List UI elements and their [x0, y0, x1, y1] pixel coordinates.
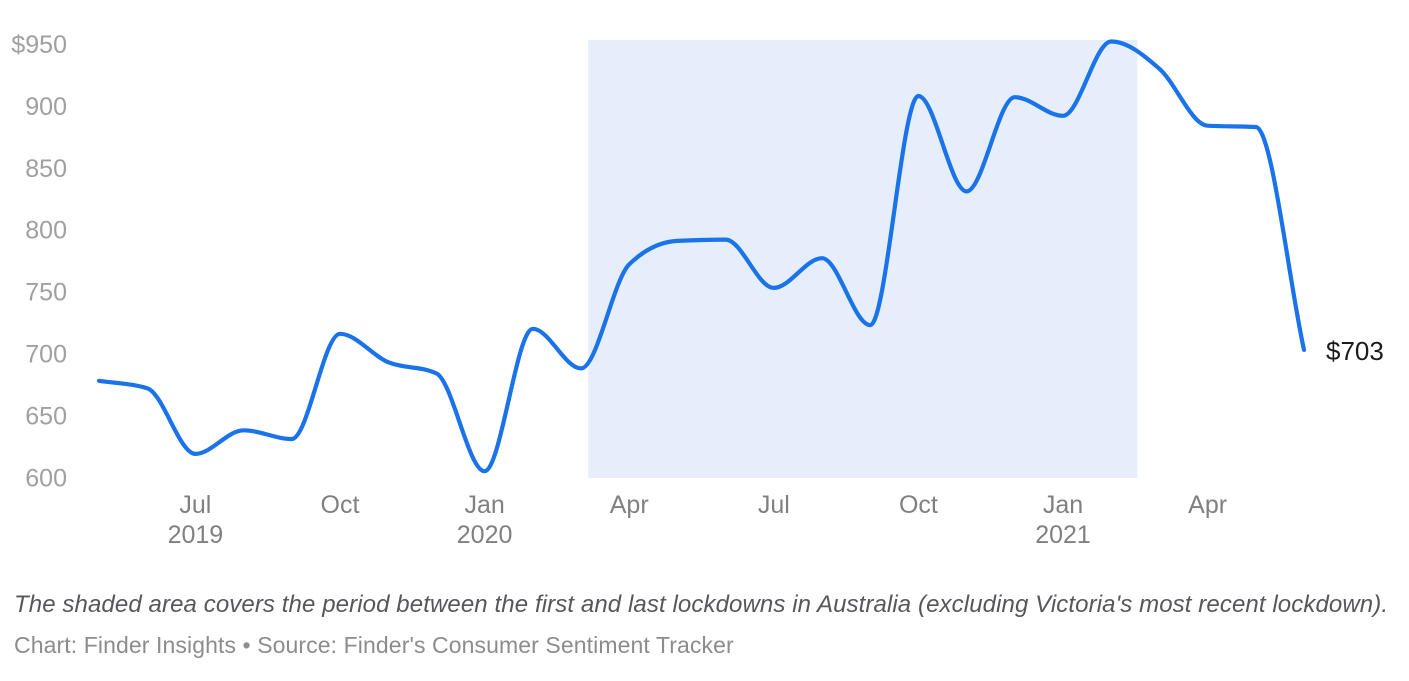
- y-axis-tick-label: 750: [25, 279, 67, 307]
- x-axis-tick-label: Jul: [179, 491, 211, 519]
- y-axis-tick-label: 800: [25, 217, 67, 245]
- x-axis-tick-label: Jan: [464, 491, 504, 519]
- y-axis-tick-label: 650: [25, 402, 67, 430]
- x-axis-tick-label: Apr: [1188, 491, 1227, 519]
- x-axis-year-label: 2019: [168, 521, 224, 549]
- y-axis-tick-label: 850: [25, 155, 67, 183]
- y-axis-tick-label: 600: [25, 464, 67, 492]
- x-axis-tick-label: Jul: [758, 491, 790, 519]
- lockdown-shaded-region: [588, 40, 1138, 478]
- y-axis-tick-label: 900: [25, 93, 67, 121]
- chart-footnote: The shaded area covers the period betwee…: [14, 591, 1389, 618]
- y-axis-tick-label: $950: [11, 31, 67, 59]
- x-axis-tick-label: Apr: [610, 491, 649, 519]
- x-axis-tick-label: Jan: [1043, 491, 1083, 519]
- x-axis-year-label: 2020: [457, 521, 513, 549]
- y-axis-tick-label: 700: [25, 341, 67, 369]
- savings-trend-line: [96, 39, 1307, 474]
- chart-credit: Chart: Finder Insights • Source: Finder'…: [14, 632, 734, 658]
- x-axis-tick-label: Oct: [321, 491, 360, 519]
- x-axis-tick-label: Oct: [899, 491, 938, 519]
- x-axis-year-label: 2021: [1035, 521, 1091, 549]
- end-value-label: $703: [1326, 336, 1384, 366]
